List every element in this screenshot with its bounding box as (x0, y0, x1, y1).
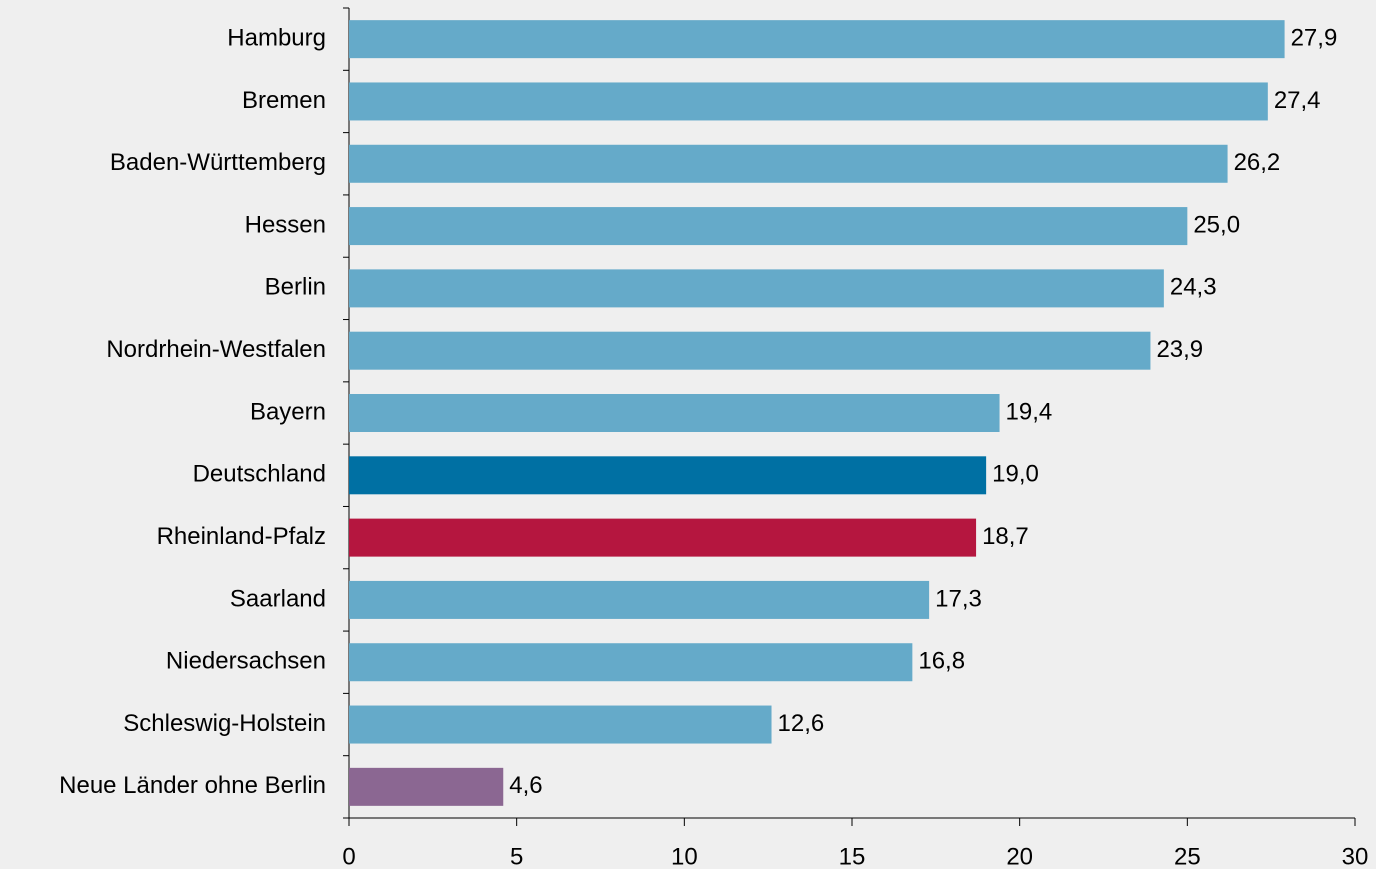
bar (349, 207, 1188, 246)
y-tick-label: Bremen (242, 87, 326, 114)
x-tick-label: 30 (1342, 843, 1369, 869)
bar (349, 705, 772, 744)
bar (349, 767, 504, 806)
y-tick-label: Niedersachsen (166, 648, 326, 675)
value-label: 26,2 (1234, 149, 1281, 176)
bar (349, 20, 1285, 59)
value-label: 25,0 (1193, 211, 1240, 238)
bar (349, 456, 987, 495)
bar (349, 82, 1268, 121)
value-label: 24,3 (1170, 274, 1217, 301)
value-label: 17,3 (935, 585, 982, 612)
y-tick-label: Hamburg (227, 24, 326, 51)
y-tick-label: Baden-Württemberg (110, 149, 326, 176)
bar (349, 394, 1000, 432)
x-tick-label: 25 (1174, 843, 1201, 869)
y-tick-label: Neue Länder ohne Berlin (59, 772, 326, 799)
bar (349, 144, 1228, 183)
y-tick-label: Deutschland (193, 461, 326, 488)
bar (349, 580, 930, 619)
y-tick-label: Bayern (250, 398, 326, 425)
x-tick-label: 20 (1006, 843, 1033, 869)
value-label: 4,6 (509, 772, 542, 799)
y-tick-label: Nordrhein-Westfalen (106, 336, 326, 363)
value-label: 27,4 (1274, 87, 1321, 114)
x-tick-label: 0 (342, 843, 355, 869)
value-label: 19,4 (1006, 398, 1053, 425)
value-label: 19,0 (992, 461, 1039, 488)
y-tick-label: Hessen (245, 211, 326, 238)
value-label: 12,6 (778, 710, 825, 737)
y-tick-label: Schleswig-Holstein (123, 710, 326, 737)
value-label: 27,9 (1291, 24, 1338, 51)
y-tick-label: Berlin (265, 274, 326, 301)
y-tick-label: Saarland (230, 585, 326, 612)
value-label: 23,9 (1156, 336, 1203, 363)
bar (349, 269, 1164, 308)
y-tick-label: Rheinland-Pfalz (157, 523, 326, 550)
x-tick-label: 10 (671, 843, 698, 869)
x-tick-label: 5 (510, 843, 523, 869)
bar (349, 643, 913, 682)
bar (349, 331, 1151, 370)
value-label: 18,7 (982, 523, 1029, 550)
value-label: 16,8 (918, 648, 965, 675)
bar (349, 518, 977, 557)
x-tick-label: 15 (839, 843, 866, 869)
